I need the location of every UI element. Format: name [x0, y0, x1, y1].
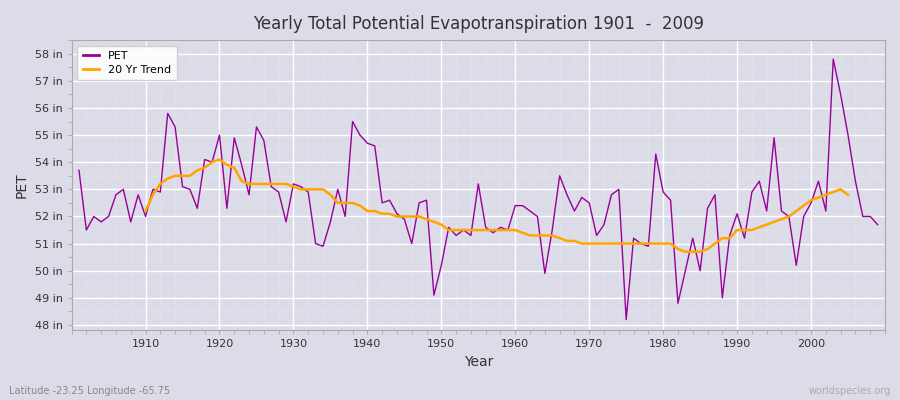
- 20 Yr Trend: [842, 192, 853, 197]
- 20 Yr Trend: [347, 200, 358, 205]
- 20 Yr Trend: [140, 209, 151, 214]
- Text: Latitude -23.25 Longitude -65.75: Latitude -23.25 Longitude -65.75: [9, 386, 170, 396]
- Legend: PET, 20 Yr Trend: PET, 20 Yr Trend: [77, 46, 177, 80]
- Y-axis label: PET: PET: [15, 172, 29, 198]
- Title: Yearly Total Potential Evapotranspiration 1901  -  2009: Yearly Total Potential Evapotranspiratio…: [253, 15, 704, 33]
- 20 Yr Trend: [680, 249, 690, 254]
- PET: [621, 317, 632, 322]
- 20 Yr Trend: [525, 233, 535, 238]
- PET: [510, 203, 521, 208]
- PET: [872, 222, 883, 227]
- X-axis label: Year: Year: [464, 355, 493, 369]
- Line: 20 Yr Trend: 20 Yr Trend: [146, 160, 848, 252]
- Text: worldspecies.org: worldspecies.org: [809, 386, 891, 396]
- PET: [502, 228, 513, 232]
- PET: [598, 222, 609, 227]
- 20 Yr Trend: [214, 157, 225, 162]
- PET: [74, 168, 85, 173]
- PET: [828, 57, 839, 62]
- 20 Yr Trend: [451, 228, 462, 232]
- PET: [295, 184, 306, 189]
- Line: PET: PET: [79, 59, 878, 320]
- 20 Yr Trend: [502, 228, 513, 232]
- PET: [132, 192, 143, 197]
- 20 Yr Trend: [244, 182, 255, 186]
- 20 Yr Trend: [798, 203, 809, 208]
- PET: [340, 214, 351, 219]
